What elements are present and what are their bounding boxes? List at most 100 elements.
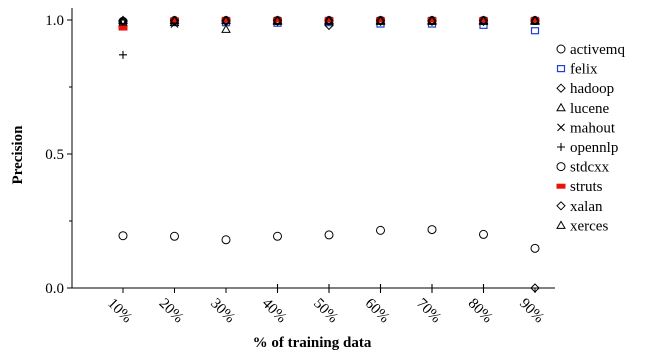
data-point	[119, 50, 127, 59]
data-point	[118, 15, 128, 25]
series-opennlp	[119, 16, 539, 292]
data-point	[221, 17, 231, 23]
data-points	[118, 15, 540, 293]
data-point	[273, 231, 282, 241]
data-point	[376, 17, 385, 23]
x-axis-title: % of training data	[253, 335, 372, 351]
data-point	[530, 15, 540, 26]
data-point	[324, 17, 334, 23]
legend-item-xalan: xalan	[556, 199, 603, 215]
legend-item-mahout: mahout	[557, 120, 616, 136]
data-point	[427, 15, 437, 26]
data-point	[170, 17, 179, 23]
data-point	[118, 25, 128, 31]
data-point	[427, 225, 437, 235]
data-point	[118, 15, 128, 26]
data-point	[479, 284, 488, 292]
y-tick-label: 0.0	[45, 281, 64, 297]
data-point	[478, 15, 489, 26]
data-point	[221, 15, 231, 25]
legend-label: stdcxx	[570, 160, 610, 176]
data-point	[427, 15, 437, 25]
data-point	[375, 15, 386, 26]
data-point	[427, 17, 437, 23]
legend-label: hadoop	[570, 81, 614, 97]
legend-label: activemq	[570, 42, 625, 58]
x-tick-label: 10%	[104, 296, 135, 327]
legend-marker	[556, 64, 566, 73]
data-point	[428, 284, 436, 292]
x-tick-label: 40%	[259, 296, 290, 327]
legend-label: felix	[570, 62, 598, 78]
data-point	[530, 15, 540, 25]
data-point	[325, 284, 333, 292]
data-point	[530, 243, 540, 253]
legend-marker	[556, 183, 566, 189]
data-point	[324, 15, 334, 26]
legend-item-xerces: xerces	[556, 218, 608, 234]
data-point	[375, 15, 386, 25]
x-tick-label: 80%	[465, 296, 496, 327]
data-point	[118, 231, 128, 241]
data-point	[530, 17, 540, 23]
legend-label: xalan	[570, 199, 603, 215]
data-point	[530, 27, 540, 35]
legend-marker	[556, 83, 566, 93]
legend-label: mahout	[570, 120, 616, 136]
legend-marker	[556, 201, 566, 211]
series-struts	[118, 17, 540, 31]
x-tick-label: 90%	[516, 296, 547, 327]
series-stdcxx	[118, 225, 540, 253]
series-hadoop	[118, 16, 540, 293]
y-axis-title: Precision	[10, 125, 26, 185]
data-point	[478, 15, 489, 25]
data-point	[272, 15, 283, 26]
legend-marker	[556, 220, 566, 229]
x-tick-label: 20%	[156, 296, 187, 327]
legend-marker	[557, 123, 565, 132]
x-tick-label: 70%	[413, 296, 444, 327]
legend: activemq felix hadoop lucene mahout opennlp st…	[556, 42, 625, 234]
legend-item-felix: felix	[556, 62, 598, 78]
data-point	[170, 231, 179, 241]
data-point	[169, 15, 180, 26]
data-point	[479, 17, 488, 23]
legend-marker	[557, 143, 565, 151]
legend-item-lucene: lucene	[556, 101, 609, 117]
data-point	[273, 284, 282, 292]
data-point	[221, 15, 231, 26]
data-point	[324, 230, 334, 240]
legend-item-struts: struts	[556, 179, 603, 195]
data-point	[221, 24, 231, 33]
x-tick-label: 50%	[310, 296, 341, 327]
series-xerces	[118, 15, 540, 25]
legend-label: opennlp	[570, 140, 618, 156]
legend-item-opennlp: opennlp	[557, 140, 618, 156]
legend-label: lucene	[570, 101, 609, 117]
data-point	[221, 235, 231, 245]
data-point	[376, 225, 385, 235]
legend-marker	[556, 44, 566, 54]
data-point	[273, 17, 282, 23]
legend-item-activemq: activemq	[556, 42, 625, 58]
data-point	[169, 15, 180, 25]
legend-item-stdcxx: stdcxx	[556, 160, 610, 176]
data-point	[479, 229, 488, 239]
legend-marker	[556, 162, 566, 172]
legend-item-hadoop: hadoop	[556, 81, 614, 97]
x-tick-label: 60%	[362, 296, 393, 327]
legend-label: xerces	[570, 218, 608, 234]
data-point	[376, 284, 385, 292]
y-tick-label: 1.0	[45, 13, 64, 29]
series-xalan	[118, 15, 540, 26]
legend-marker	[556, 102, 566, 112]
legend-label: struts	[570, 179, 603, 195]
data-point	[530, 283, 540, 293]
y-tick-label: 0.5	[45, 147, 64, 163]
x-tick-label: 30%	[207, 296, 238, 327]
data-point	[324, 15, 334, 25]
plot-axes	[71, 8, 555, 289]
x-ticks: 10% 20% 30% 40% 50% 60% 70% 80% 90%	[104, 288, 547, 326]
y-ticks: 0.0 0.5 1.0	[45, 13, 72, 297]
